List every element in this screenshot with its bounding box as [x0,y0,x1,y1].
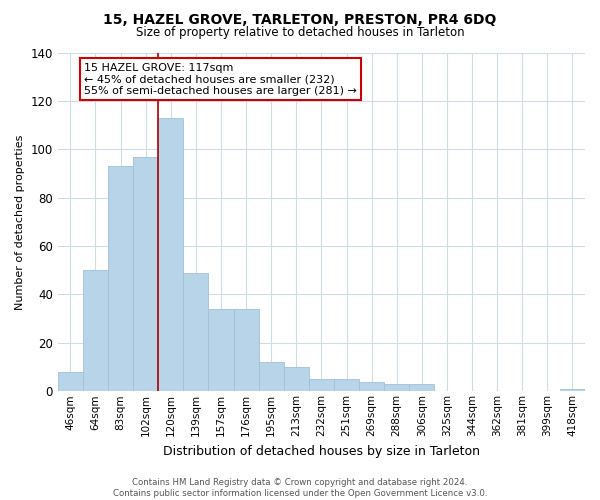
Bar [208,309,233,392]
Bar [108,166,133,392]
X-axis label: Distribution of detached houses by size in Tarleton: Distribution of detached houses by size … [163,444,480,458]
Text: 15 HAZEL GROVE: 117sqm
← 45% of detached houses are smaller (232)
55% of semi-de: 15 HAZEL GROVE: 117sqm ← 45% of detached… [84,62,357,96]
Bar [158,118,184,392]
Bar [233,309,259,392]
Bar [259,362,284,392]
Bar [133,156,158,392]
Bar [58,372,83,392]
Bar [384,384,409,392]
Bar [309,379,334,392]
Bar [184,272,208,392]
Text: Contains HM Land Registry data © Crown copyright and database right 2024.
Contai: Contains HM Land Registry data © Crown c… [113,478,487,498]
Bar [284,367,309,392]
Bar [359,382,384,392]
Bar [560,389,585,392]
Text: Size of property relative to detached houses in Tarleton: Size of property relative to detached ho… [136,26,464,39]
Bar [83,270,108,392]
Bar [409,384,434,392]
Y-axis label: Number of detached properties: Number of detached properties [15,134,25,310]
Text: 15, HAZEL GROVE, TARLETON, PRESTON, PR4 6DQ: 15, HAZEL GROVE, TARLETON, PRESTON, PR4 … [103,12,497,26]
Bar [334,379,359,392]
